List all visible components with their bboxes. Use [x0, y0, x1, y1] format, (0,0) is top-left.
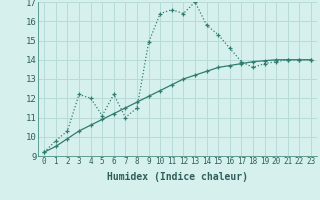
- X-axis label: Humidex (Indice chaleur): Humidex (Indice chaleur): [107, 172, 248, 182]
